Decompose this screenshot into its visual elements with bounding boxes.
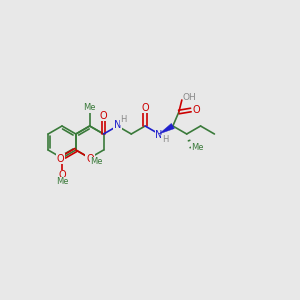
Text: O: O <box>100 111 107 121</box>
Text: OH: OH <box>183 92 197 101</box>
Text: Me: Me <box>191 143 204 152</box>
Text: O: O <box>192 105 200 115</box>
Text: Me: Me <box>56 178 68 187</box>
Text: H: H <box>120 116 127 124</box>
Text: N: N <box>114 120 121 130</box>
Polygon shape <box>159 123 174 134</box>
Text: Me: Me <box>90 158 103 166</box>
Text: H: H <box>162 136 168 145</box>
Text: O: O <box>57 154 64 164</box>
Text: O: O <box>141 103 149 113</box>
Text: O: O <box>86 153 94 163</box>
Text: Me: Me <box>83 103 96 112</box>
Text: O: O <box>87 154 94 164</box>
Text: N: N <box>155 130 163 140</box>
Text: O: O <box>58 170 66 180</box>
